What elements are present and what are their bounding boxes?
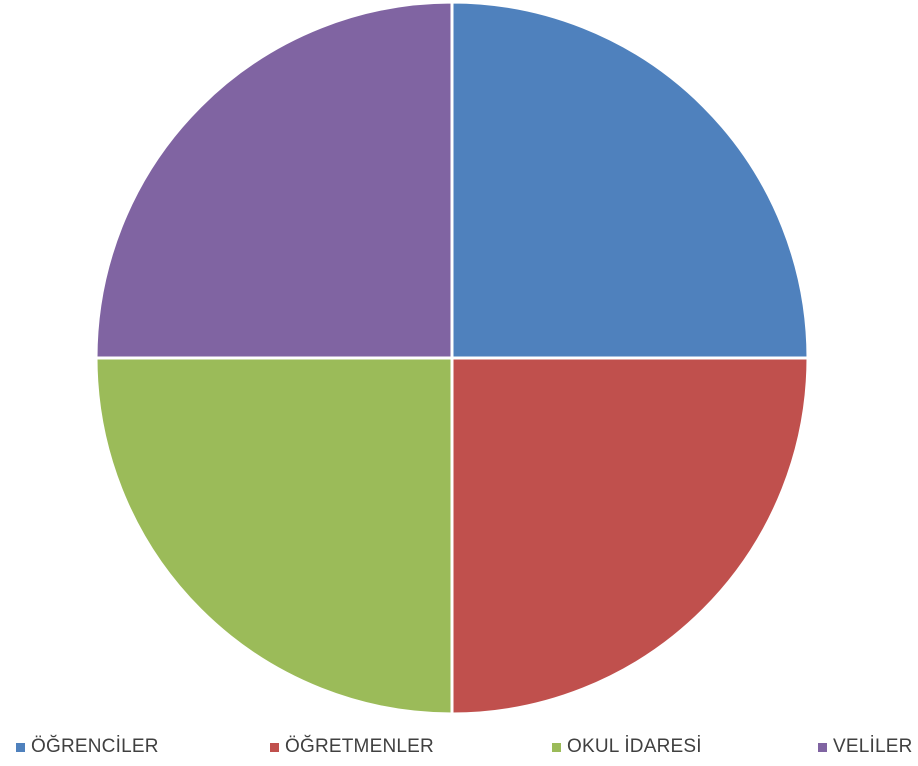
legend-item-okul-idaresi: OKUL İDARESİ <box>552 733 702 761</box>
legend-label-ogrenciler: ÖĞRENCİLER <box>31 736 159 757</box>
legend-item-ogrenciler: ÖĞRENCİLER <box>16 733 159 761</box>
pie-slice-okul-idaresi <box>94 356 454 716</box>
legend-item-veliler: VELİLER <box>818 733 913 761</box>
legend-label-veliler: VELİLER <box>833 736 913 757</box>
legend-swatch-ogretmenler <box>270 742 279 752</box>
legend-label-okul-idaresi: OKUL İDARESİ <box>567 736 702 757</box>
legend-label-ogretmenler: ÖĞRETMENLER <box>285 736 434 757</box>
pie-slice-veliler <box>94 0 454 360</box>
legend-item-ogretmenler: ÖĞRETMENLER <box>270 733 434 761</box>
legend-swatch-veliler <box>818 742 827 752</box>
pie-slices <box>94 0 810 716</box>
chart-legend: ÖĞRENCİLER ÖĞRETMENLER OKUL İDARESİ VELİ… <box>0 733 918 761</box>
legend-swatch-okul-idaresi <box>552 742 561 752</box>
pie-slice-ogrenciler <box>450 0 810 360</box>
pie-slice-ogretmenler <box>450 356 810 716</box>
legend-swatch-ogrenciler <box>16 742 25 752</box>
